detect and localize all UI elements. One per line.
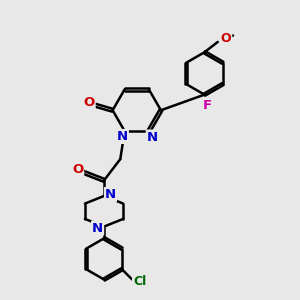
Text: N: N xyxy=(92,221,103,235)
Text: N: N xyxy=(147,130,158,143)
Text: N: N xyxy=(117,130,128,143)
Text: O: O xyxy=(72,163,83,176)
Text: O: O xyxy=(83,96,95,109)
Text: N: N xyxy=(105,188,116,201)
Text: Cl: Cl xyxy=(133,275,146,288)
Text: F: F xyxy=(203,99,212,112)
Text: O: O xyxy=(221,32,231,45)
